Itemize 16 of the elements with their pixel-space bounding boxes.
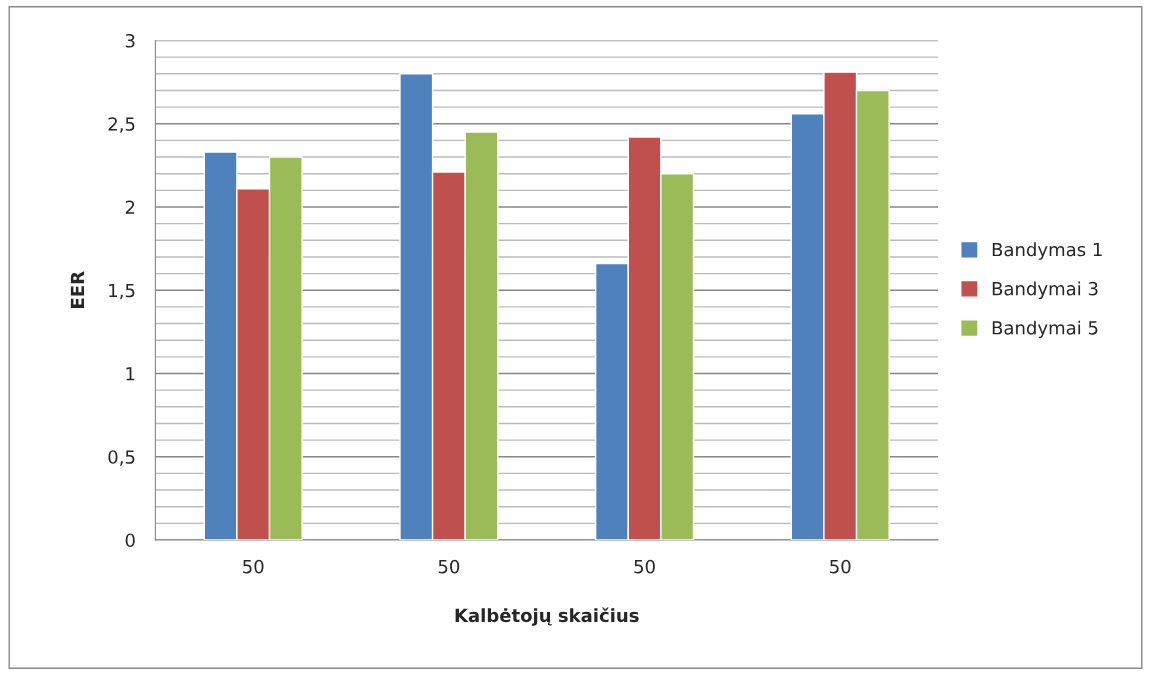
x-tick-label: 50 xyxy=(243,559,264,574)
legend-label: Bandymas 1 xyxy=(992,242,1102,260)
y-axis-title: EER xyxy=(70,271,85,308)
y-tick-label: 2 xyxy=(125,200,135,214)
legend-label: Bandymai 3 xyxy=(992,281,1098,299)
y-tick-label: 2,5 xyxy=(108,117,135,133)
y-tick-label: 0 xyxy=(125,533,135,548)
y-tick-label: 3 xyxy=(125,33,135,48)
x-tick-label: 50 xyxy=(830,559,851,574)
legend-label: Bandymai 5 xyxy=(992,320,1098,339)
y-tick-label: 1,5 xyxy=(109,283,135,300)
x-axis-title: Kalbėtojų skaičius xyxy=(455,607,639,626)
x-tick-label: 50 xyxy=(438,559,460,574)
y-tick-label: 1 xyxy=(126,367,135,381)
x-tick-label: 50 xyxy=(634,559,655,574)
y-tick-label: 0,5 xyxy=(108,450,135,466)
